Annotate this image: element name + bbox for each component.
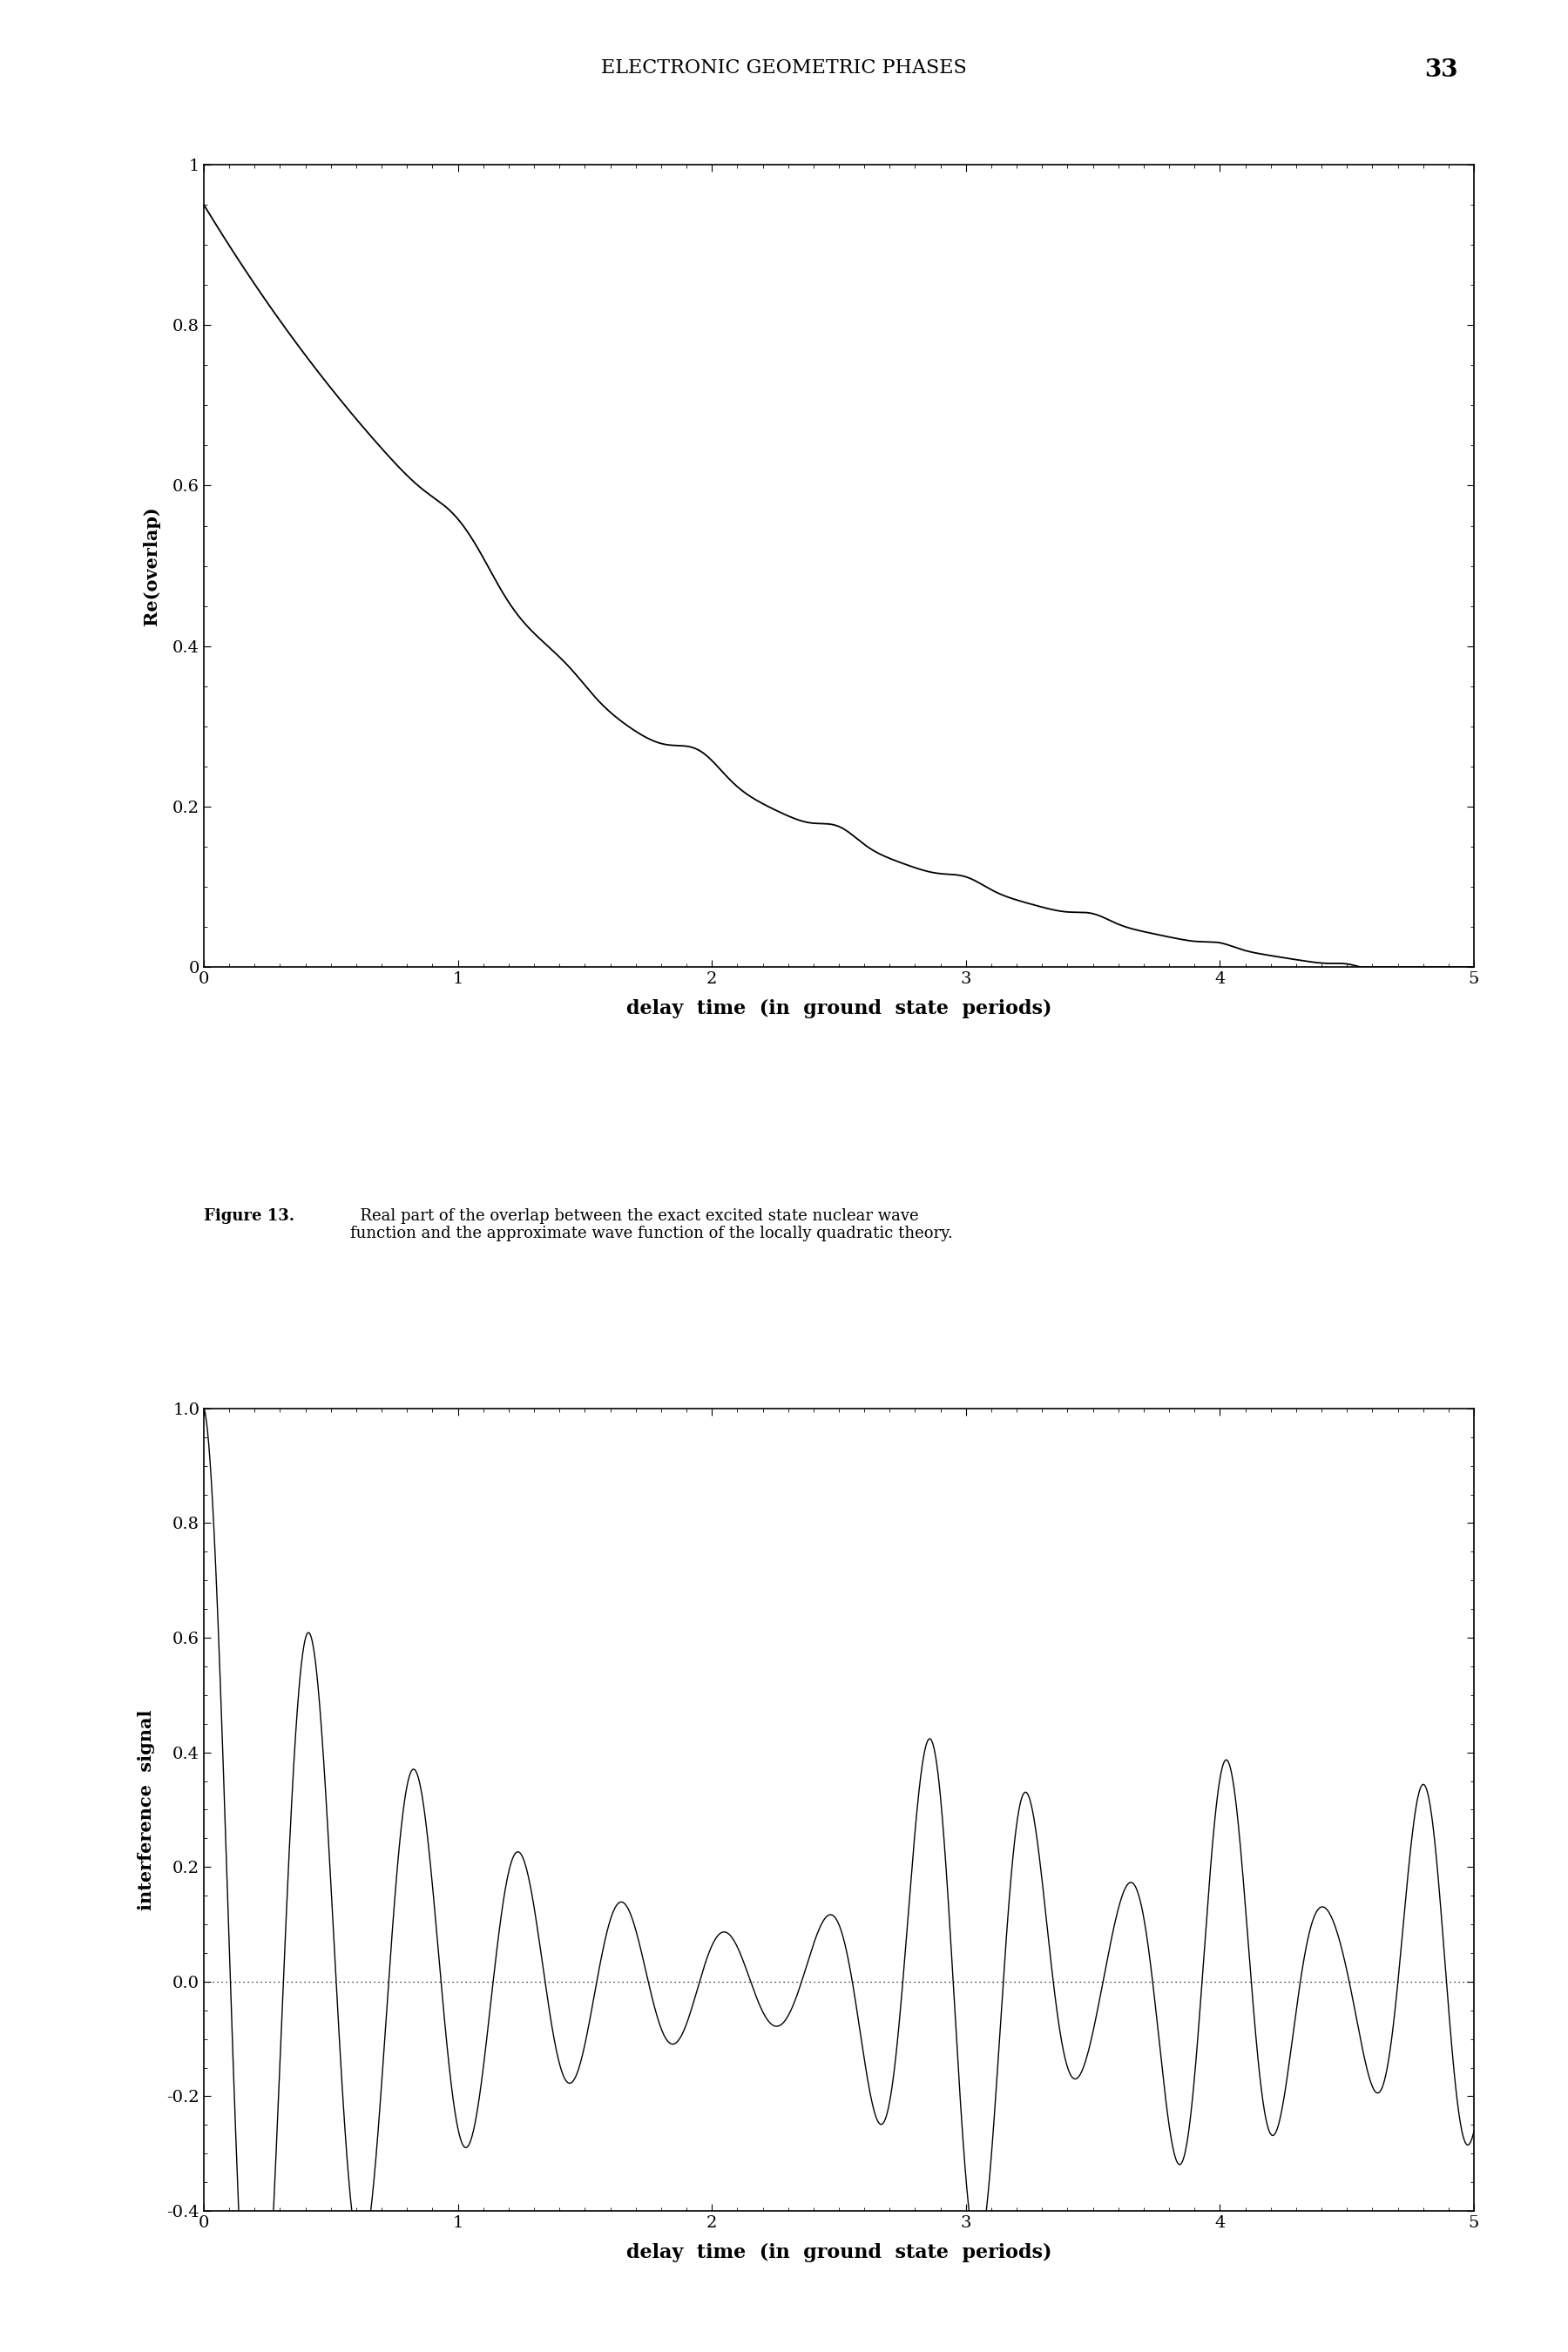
X-axis label: delay  time  (in  ground  state  periods): delay time (in ground state periods) bbox=[626, 2244, 1052, 2263]
Text: Figure 13.: Figure 13. bbox=[204, 1209, 295, 1223]
Y-axis label: Re(overlap): Re(overlap) bbox=[143, 506, 160, 626]
Text: Real part of the overlap between the exact excited state nuclear wave
function a: Real part of the overlap between the exa… bbox=[350, 1209, 952, 1242]
X-axis label: delay  time  (in  ground  state  periods): delay time (in ground state periods) bbox=[626, 1000, 1052, 1018]
Y-axis label: interference  signal: interference signal bbox=[138, 1710, 155, 1910]
Text: ELECTRONIC GEOMETRIC PHASES: ELECTRONIC GEOMETRIC PHASES bbox=[601, 59, 967, 78]
Text: 33: 33 bbox=[1425, 59, 1458, 82]
